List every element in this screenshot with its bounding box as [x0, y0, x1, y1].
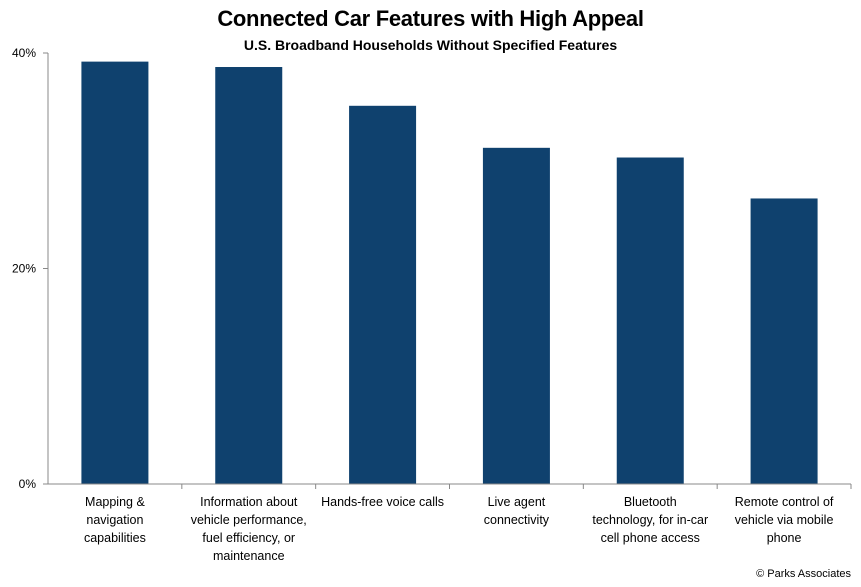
y-tick-label: 40%: [12, 46, 36, 60]
x-tick-label: Mapping & navigation capabilities: [84, 495, 146, 545]
y-axis: 0% 20% 40%: [12, 46, 49, 491]
x-axis: Mapping & navigation capabilities Informati…: [48, 483, 852, 563]
chart-title: Connected Car Features with High Appeal: [217, 6, 644, 31]
bar: [482, 147, 550, 484]
bar: [750, 198, 818, 484]
bar: [349, 105, 417, 485]
chart-subtitle: U.S. Broadband Households Without Specif…: [243, 37, 618, 53]
bar: [616, 157, 684, 484]
copyright-credit: © Parks Associates: [756, 568, 851, 580]
y-tick-label: 0%: [19, 477, 37, 491]
bar: [215, 67, 283, 484]
x-tick-label: Hands-free voice calls: [321, 495, 444, 509]
x-tick-label: Remote control of vehicle via mobile phone: [735, 495, 834, 545]
bars: [81, 61, 818, 485]
x-tick-label: Live agent connectivity: [484, 495, 550, 527]
y-tick-label: 20%: [12, 262, 36, 276]
x-tick-label: Information about vehicle performance, fue…: [191, 495, 307, 563]
bar: [81, 61, 149, 485]
x-tick-label: Bluetooth technology, for in-car cell phon…: [592, 495, 708, 545]
